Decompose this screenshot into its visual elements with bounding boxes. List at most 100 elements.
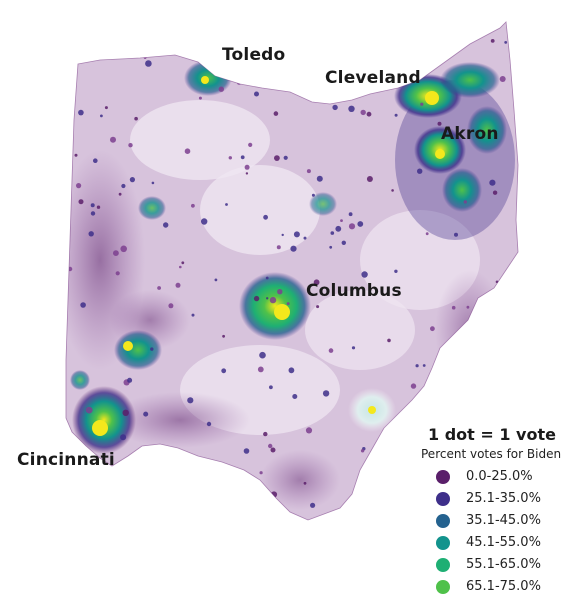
town-dot bbox=[201, 218, 208, 225]
town-dot bbox=[366, 39, 370, 44]
town-dot bbox=[169, 482, 174, 487]
town-dot bbox=[96, 205, 101, 209]
town-dot bbox=[100, 114, 103, 118]
town-dot bbox=[340, 219, 343, 223]
rural-dark-region bbox=[110, 392, 250, 448]
legend-label: 45.1-55.0% bbox=[466, 535, 541, 550]
town-dot bbox=[410, 383, 417, 389]
town-dot bbox=[265, 276, 269, 280]
town-dot bbox=[235, 470, 242, 477]
town-dot bbox=[463, 200, 467, 204]
town-dot bbox=[78, 109, 84, 116]
town-dot bbox=[351, 346, 356, 350]
city-label-akron: Akron bbox=[441, 124, 499, 144]
town-dot bbox=[451, 305, 456, 310]
town-dot bbox=[113, 250, 119, 256]
akron-core bbox=[435, 149, 445, 159]
town-dot bbox=[492, 190, 498, 195]
town-dot bbox=[151, 181, 155, 185]
town-dot bbox=[464, 353, 469, 358]
town-dot bbox=[90, 203, 95, 208]
legend-item: 55.1-65.0% bbox=[436, 555, 576, 575]
cincinnati-hotspot bbox=[72, 386, 136, 454]
lima-hotspot bbox=[138, 196, 166, 220]
town-dot bbox=[67, 266, 73, 272]
town-dot bbox=[74, 153, 78, 157]
town-dot bbox=[496, 412, 504, 419]
town-dot bbox=[175, 282, 181, 288]
legend-swatch bbox=[436, 580, 450, 594]
town-dot bbox=[262, 72, 270, 79]
town-dot bbox=[121, 183, 126, 189]
rural-dark-region bbox=[435, 270, 505, 390]
town-dot bbox=[314, 49, 319, 54]
cleveland-east-hotspot bbox=[440, 62, 500, 98]
town-dot bbox=[290, 245, 297, 252]
town-dot bbox=[303, 236, 307, 240]
town-dot bbox=[369, 475, 373, 479]
town-dot bbox=[157, 286, 162, 290]
town-dot bbox=[85, 406, 93, 414]
town-dot bbox=[129, 177, 135, 183]
rural-light-region bbox=[305, 290, 415, 370]
legend-item: 35.1-45.0% bbox=[436, 511, 576, 531]
town-dot bbox=[430, 326, 435, 332]
town-dot bbox=[110, 136, 116, 143]
town-dot bbox=[259, 471, 263, 475]
town-dot bbox=[78, 199, 84, 205]
town-dot bbox=[274, 155, 280, 162]
town-dot bbox=[499, 76, 506, 82]
legend-swatch bbox=[436, 514, 450, 528]
town-dot bbox=[348, 223, 356, 230]
town-dot bbox=[76, 183, 82, 189]
town-dot bbox=[417, 168, 423, 174]
town-dot bbox=[243, 448, 250, 454]
town-dot bbox=[122, 409, 129, 416]
town-dot bbox=[191, 313, 195, 317]
town-dot bbox=[175, 484, 179, 488]
town-dot bbox=[288, 367, 295, 374]
town-dot bbox=[214, 278, 218, 282]
town-dot bbox=[276, 245, 281, 250]
town-dot bbox=[305, 427, 313, 434]
youngstown-hotspot bbox=[467, 106, 507, 154]
town-dot bbox=[269, 385, 273, 390]
town-dot bbox=[394, 113, 398, 117]
columbus-hotspot bbox=[239, 272, 311, 340]
town-dot bbox=[385, 447, 390, 452]
town-dot bbox=[80, 302, 86, 308]
rural-light-region bbox=[200, 165, 320, 255]
city-label-cleveland: Cleveland bbox=[325, 68, 421, 88]
town-dot bbox=[126, 43, 133, 49]
town-dot bbox=[120, 245, 127, 253]
town-dot bbox=[218, 86, 224, 92]
town-dot bbox=[454, 232, 458, 237]
town-dot bbox=[288, 62, 292, 67]
town-dot bbox=[245, 172, 249, 175]
town-dot bbox=[435, 386, 440, 392]
town-dot bbox=[445, 390, 450, 396]
town-dot bbox=[357, 221, 364, 227]
town-dot bbox=[292, 394, 298, 399]
legend-swatch bbox=[436, 470, 450, 484]
town-dot bbox=[93, 158, 98, 163]
dayton-core bbox=[123, 341, 133, 351]
town-dot bbox=[348, 212, 353, 217]
town-dot bbox=[215, 51, 219, 55]
town-dot bbox=[316, 305, 320, 309]
cincinnati-core bbox=[92, 420, 108, 436]
town-dot bbox=[415, 364, 419, 368]
town-dot bbox=[143, 501, 148, 506]
legend-item: 65.1-75.0% bbox=[436, 577, 576, 597]
town-dot bbox=[225, 203, 228, 206]
town-dot bbox=[168, 303, 174, 309]
town-dot bbox=[273, 111, 279, 116]
town-dot bbox=[332, 104, 338, 111]
town-dot bbox=[361, 271, 368, 278]
town-dot bbox=[187, 397, 194, 404]
town-dot bbox=[303, 481, 307, 485]
town-dot bbox=[360, 109, 366, 116]
town-dot bbox=[115, 271, 120, 276]
town-dot bbox=[313, 279, 320, 286]
